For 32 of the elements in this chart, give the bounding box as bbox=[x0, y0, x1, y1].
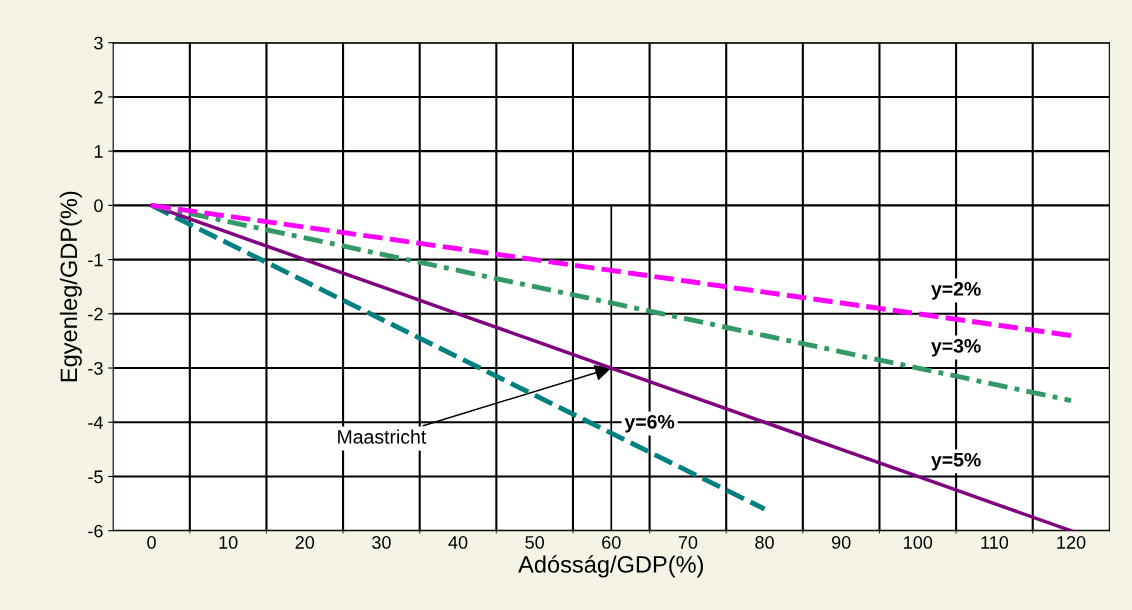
line-series bbox=[149, 202, 1074, 338]
x-tick-label: 10 bbox=[219, 536, 238, 549]
x-tick-label: 50 bbox=[525, 536, 544, 549]
x-tick-label: 120 bbox=[1057, 536, 1086, 549]
series-label: y=3% bbox=[931, 338, 981, 357]
x-tick-label: 90 bbox=[831, 536, 851, 549]
y-tick-label: -1 bbox=[88, 253, 103, 267]
series-label: y=6% bbox=[624, 414, 675, 433]
y-tick-label: -6 bbox=[88, 524, 103, 538]
series-label: y=5% bbox=[931, 452, 981, 471]
x-tick-label: 30 bbox=[372, 536, 391, 549]
x-tick-label: 100 bbox=[904, 536, 933, 549]
y-tick-label: -2 bbox=[88, 307, 103, 321]
x-tick-label: 40 bbox=[448, 536, 468, 549]
y-tick-label: 0 bbox=[94, 199, 103, 213]
x-tick-label: 60 bbox=[602, 536, 621, 549]
x-tick-label: 110 bbox=[981, 536, 1009, 549]
x-axis-title: Adósság/GDP(%) bbox=[518, 555, 703, 578]
y-tick-label: -4 bbox=[88, 416, 103, 429]
y-tick-label: -5 bbox=[88, 470, 103, 484]
y-tick-label: 2 bbox=[94, 90, 103, 104]
y-tick-label: 3 bbox=[94, 36, 103, 50]
y-tick-label: -3 bbox=[88, 361, 103, 375]
line-series bbox=[149, 203, 1073, 531]
x-tick-label: 80 bbox=[755, 536, 774, 549]
x-tick-label: 70 bbox=[678, 536, 698, 549]
x-tick-label: 0 bbox=[147, 536, 156, 549]
y-axis-title: Egyenleg/GDP(%) bbox=[59, 191, 82, 382]
x-tick-label: 20 bbox=[295, 536, 315, 549]
y-tick-label: 1 bbox=[94, 145, 103, 158]
series-label: y=2% bbox=[931, 282, 981, 300]
annotation: Maastricht bbox=[338, 429, 427, 444]
